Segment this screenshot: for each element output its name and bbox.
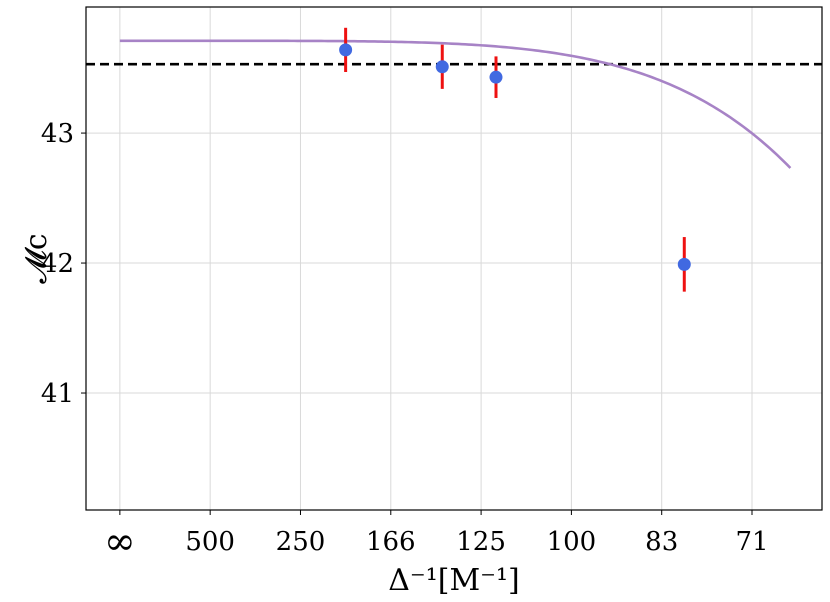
x-tick-label: 250 xyxy=(276,527,326,557)
x-tick-label: 125 xyxy=(456,527,506,557)
plot-frame xyxy=(85,6,823,511)
error-bars-group xyxy=(344,27,686,292)
x-tick-label: 71 xyxy=(735,527,768,557)
x-tick-label: ∞ xyxy=(104,519,136,563)
grid-lines xyxy=(86,7,822,510)
data-points-group xyxy=(339,43,691,271)
fit-curve xyxy=(119,39,792,169)
x-axis-label: Δ⁻¹[M⁻¹] xyxy=(388,563,520,598)
fit-curve-group xyxy=(119,39,792,169)
x-tick-labels: ∞ 500 250 166 125 100 83 71 xyxy=(104,510,769,563)
y-tick-labels: 41 42 43 xyxy=(41,119,86,409)
data-point xyxy=(339,43,353,57)
x-tick-label: 500 xyxy=(185,527,235,557)
y-tick-label: 42 xyxy=(41,249,74,279)
y-tick-label: 41 xyxy=(41,379,74,409)
data-point xyxy=(489,70,503,84)
data-point xyxy=(677,257,691,271)
y-axis-label: 𝓜c xyxy=(19,233,54,283)
x-tick-label: 83 xyxy=(645,527,678,557)
x-tick-label: 100 xyxy=(547,527,597,557)
x-tick-label: 166 xyxy=(366,527,416,557)
y-tick-label: 43 xyxy=(41,119,74,149)
data-point xyxy=(435,60,449,74)
